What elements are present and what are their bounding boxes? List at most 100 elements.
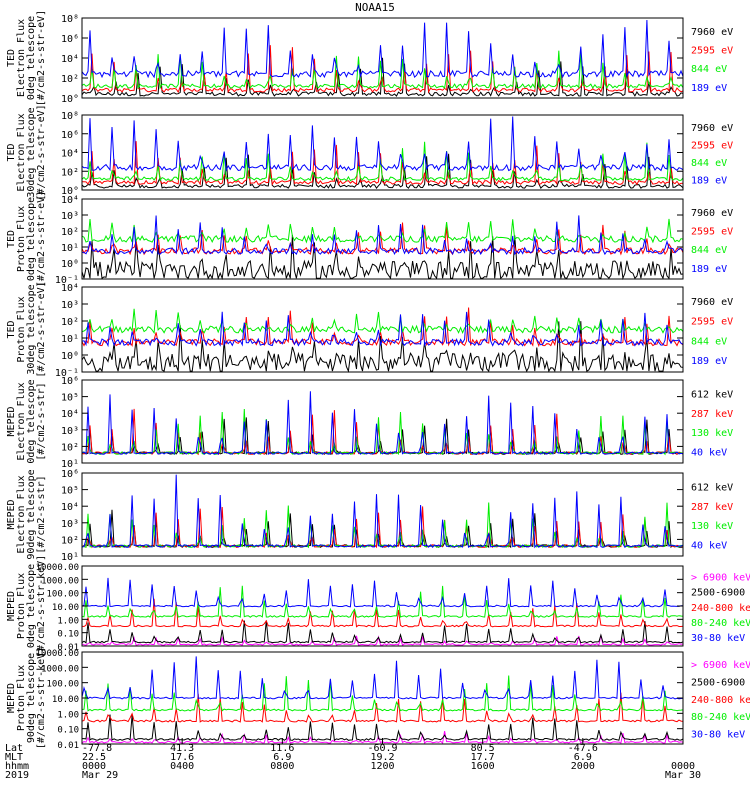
series-trace bbox=[81, 141, 684, 182]
legend-blue: 40 keV bbox=[691, 447, 727, 458]
y-axis-label: [#/cm2-s-str-keV] bbox=[36, 555, 47, 657]
series-trace bbox=[81, 635, 684, 646]
series-trace bbox=[81, 675, 684, 712]
legend-black: 7960 eV bbox=[691, 123, 733, 134]
y-axis-label: Electron Flux bbox=[16, 19, 27, 97]
y-tick-label: 10⁶ bbox=[61, 130, 79, 141]
y-axis-label: [#/cm2-s-str] bbox=[36, 475, 47, 553]
panel-8: 0.01 0.10 1.00 10.00 100.00 1000.00 10000.00 ME… bbox=[6, 647, 750, 751]
y-tick-label: 10³ bbox=[61, 426, 79, 437]
legend-red: 2595 eV bbox=[691, 317, 733, 328]
y-tick-label: 10¹ bbox=[61, 552, 79, 563]
legend-green: 130 keV bbox=[691, 521, 733, 532]
time-axis-row-label: hhmm bbox=[5, 761, 29, 772]
y-axis-label: [#/cm2-s-str-eV] bbox=[36, 104, 47, 200]
time-axis-value: 2000 bbox=[571, 761, 595, 772]
y-axis-label: Electron Flux bbox=[16, 475, 27, 553]
y-axis-label: TED bbox=[6, 49, 17, 67]
legend-blue: 189 eV bbox=[691, 356, 727, 367]
panel-2: 10° 10² 10⁴ 10⁶ 10⁸ TED Electron Flux 30deg tel… bbox=[6, 104, 733, 200]
series-trace bbox=[81, 19, 684, 79]
series-trace bbox=[81, 509, 683, 549]
y-tick-label: 10⁻¹ bbox=[55, 368, 79, 379]
y-axis-label: [#/cm2-s-str] bbox=[36, 382, 47, 460]
series-trace bbox=[81, 308, 684, 335]
time-axis-row-label: Lat bbox=[5, 743, 23, 754]
panel-1: 10° 10² 10⁴ 10⁶ 10⁸ TED Electron Flux 0deg tele… bbox=[6, 10, 733, 106]
y-axis-label: TED bbox=[6, 320, 17, 338]
series-trace bbox=[81, 50, 684, 90]
legend-green: 844 eV bbox=[691, 336, 727, 347]
panel-frame bbox=[81, 286, 684, 373]
legend-magenta: > 6900 keV bbox=[691, 660, 750, 671]
legend-black: 7960 eV bbox=[691, 27, 733, 38]
time-axis-value: 22.5 bbox=[82, 752, 106, 763]
y-axis-label: [#/cm2-s-str-eV] bbox=[36, 191, 47, 287]
time-axis-value: 6.9 bbox=[273, 752, 291, 763]
y-tick-label: 10⁶ bbox=[61, 34, 79, 45]
legend-black: 2500-6900 bbox=[691, 588, 745, 599]
legend-red: 287 keV bbox=[691, 502, 733, 513]
y-tick-label: 10⁰ bbox=[61, 259, 79, 270]
y-tick-label: 1.00 bbox=[57, 616, 79, 626]
y-axis-label: 0deg telescope bbox=[26, 564, 37, 648]
y-axis-label: Proton Flux bbox=[16, 573, 27, 639]
y-tick-label: 10⁶ bbox=[61, 376, 79, 387]
legend-blue: 189 eV bbox=[691, 176, 727, 187]
y-tick-label: 10.00 bbox=[52, 695, 79, 705]
legend-black: 612 keV bbox=[691, 483, 733, 494]
time-axis-value: -60.9 bbox=[367, 743, 397, 754]
y-tick-label: 10⁵ bbox=[61, 393, 79, 404]
y-tick-label: 10² bbox=[61, 442, 79, 453]
legend-blue: 30-80 keV bbox=[691, 633, 745, 644]
y-tick-label: 10⁴ bbox=[61, 54, 79, 65]
panel-frame bbox=[81, 379, 684, 464]
time-axis-value: 1200 bbox=[370, 761, 394, 772]
y-tick-label: 10⁴ bbox=[61, 149, 79, 160]
series-trace bbox=[82, 714, 684, 742]
y-tick-label: 1000.00 bbox=[41, 664, 79, 674]
series-trace bbox=[81, 417, 684, 456]
legend-green: 844 eV bbox=[691, 64, 727, 75]
series-trace bbox=[81, 218, 684, 244]
time-axis-value: -77.8 bbox=[82, 743, 112, 754]
y-tick-label: 10⁴ bbox=[61, 283, 79, 294]
panel-frame bbox=[81, 198, 684, 280]
series-trace bbox=[81, 391, 684, 456]
series-trace bbox=[81, 585, 684, 618]
y-tick-label: 10⁰ bbox=[61, 351, 79, 362]
series-trace bbox=[81, 502, 684, 549]
y-axis-label: MEPED bbox=[6, 499, 17, 529]
time-axis-value: 0400 bbox=[170, 761, 194, 772]
time-axis-value: 0800 bbox=[270, 761, 294, 772]
y-axis-label: 0deg telescope bbox=[26, 16, 37, 100]
y-tick-label: 10⁴ bbox=[61, 502, 79, 513]
legend-black: 612 keV bbox=[691, 390, 733, 401]
time-axis-value: 11.6 bbox=[270, 743, 294, 754]
legend-blue: 30-80 keV bbox=[691, 730, 745, 741]
series-trace bbox=[81, 408, 684, 456]
series-trace bbox=[81, 222, 684, 256]
series-trace bbox=[81, 116, 684, 173]
series-trace bbox=[81, 141, 684, 186]
y-axis-label: 30deg telescope bbox=[26, 284, 37, 374]
figure-title: NOAA15 bbox=[355, 1, 395, 14]
time-axis-value: Mar 29 bbox=[82, 770, 118, 781]
y-tick-label: 10° bbox=[61, 186, 79, 197]
legend-blue: 189 eV bbox=[691, 83, 727, 94]
series-trace bbox=[81, 474, 684, 549]
time-axis-row-label: MLT bbox=[5, 752, 23, 763]
series-trace bbox=[81, 577, 683, 608]
y-axis-label: Proton Flux bbox=[16, 296, 27, 362]
y-tick-label: 10³ bbox=[61, 519, 79, 530]
y-tick-label: 1000.00 bbox=[41, 576, 79, 586]
legend-red: 2595 eV bbox=[691, 227, 733, 238]
y-tick-label: 10.00 bbox=[52, 603, 79, 613]
y-tick-label: 10⁴ bbox=[61, 195, 79, 206]
y-tick-label: 0.01 bbox=[57, 741, 79, 751]
y-tick-label: 10¹ bbox=[61, 459, 79, 470]
y-axis-label: 0deg telescope bbox=[26, 379, 37, 463]
y-axis-label: [#/cm2-s-str-eV] bbox=[36, 281, 47, 377]
y-tick-label: 10² bbox=[61, 74, 79, 85]
